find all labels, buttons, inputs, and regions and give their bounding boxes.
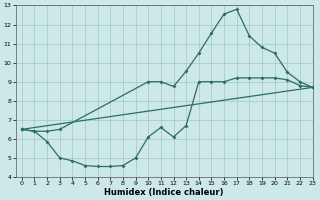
X-axis label: Humidex (Indice chaleur): Humidex (Indice chaleur) (104, 188, 224, 197)
